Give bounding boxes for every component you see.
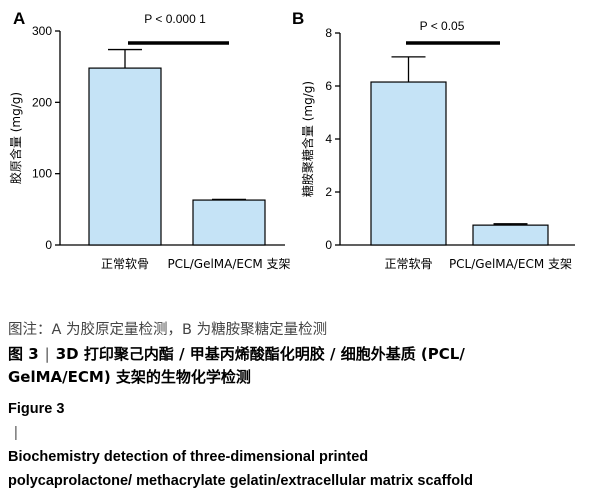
- figure-title-cn: 图 3 | 3D 打印聚己内酯 / 甲基丙烯酸酯化明胶 / 细胞外基质 (PCL/ …: [8, 343, 465, 389]
- panel-a-significance-label: P < 0.000 1: [144, 12, 206, 26]
- title-separator-cn: |: [44, 345, 50, 363]
- panel-b-bar-1: [370, 81, 447, 246]
- charts-area: A 0 100 200 300 胶原含量 (mg/g) 正常软骨 PCL/GelMA/ECM …: [8, 9, 575, 271]
- title-separator-en: |: [14, 425, 18, 441]
- panel-a-y-axis-label: 胶原含量 (mg/g): [8, 92, 23, 184]
- panel-a-y-tick-label: 100: [32, 167, 52, 181]
- panel-b-y-tick-label: 4: [325, 132, 332, 146]
- panel-b-y-tick-label: 2: [325, 185, 332, 199]
- title-en-text1: Biochemistry detection of three-dimensio…: [8, 449, 369, 465]
- title-cn-line1: 3D 打印聚己内酯 / 甲基丙烯酸酯化明胶 / 细胞外基质 (PCL/: [55, 345, 465, 363]
- panel-b-y-tick-label: 0: [325, 238, 332, 252]
- panel-a-y-tick-label: 0: [45, 238, 52, 252]
- panel-a-bar-2: [192, 199, 266, 246]
- figure-number-en: Figure 3: [8, 401, 65, 417]
- panel-b-y-axis-label: 糖胺聚糖含量 (mg/g): [300, 81, 315, 197]
- panel-b-x-label-1: 正常软骨: [384, 257, 432, 271]
- panel-a-x-label-1: 正常软骨: [101, 257, 149, 271]
- figure-note: 图注：A 为胶原定量检测，B 为糖胺聚糖定量检测: [8, 322, 328, 338]
- panel-a-y-tick-label: 200: [32, 95, 52, 109]
- panel-a-bar-1: [88, 67, 162, 246]
- title-en-line1: Figure 3 | Biochemistry detection of three…: [8, 397, 473, 469]
- panel-a-y-tick-label: 300: [32, 24, 52, 38]
- panel-b-y-tick-label: 8: [325, 26, 332, 40]
- panel-b-significance-label: P < 0.05: [420, 19, 465, 33]
- panel-b-bar-2: [472, 224, 549, 246]
- title-en-line2: polycaprolactone/ methacrylate gelatin/e…: [8, 473, 473, 489]
- panel-b-label: B: [292, 9, 304, 28]
- panel-b-y-tick-label: 6: [325, 79, 332, 93]
- title-cn-line2: GelMA/ECM) 支架的生物化学检测: [8, 368, 251, 386]
- figure-number-cn: 图 3: [8, 345, 39, 363]
- panel-a-x-label-2: PCL/GelMA/ECM 支架: [167, 257, 290, 271]
- panel-b-x-label-2: PCL/GelMA/ECM 支架: [449, 257, 572, 271]
- panel-a-label: A: [13, 9, 25, 28]
- figure-title-en: Figure 3 | Biochemistry detection of three…: [8, 397, 473, 493]
